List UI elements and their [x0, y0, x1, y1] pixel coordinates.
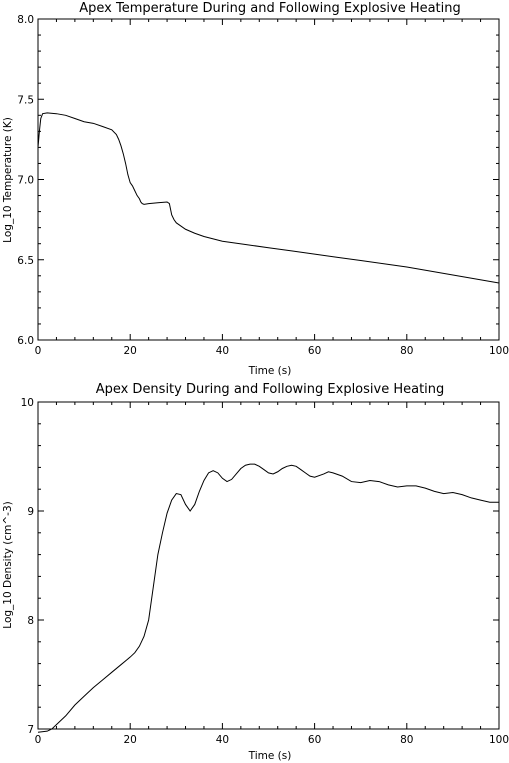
temperature-y-tick-label: 8.0 [17, 14, 34, 26]
density-plot-frame [37, 401, 500, 730]
density-chart: Apex Density During and Following Explos… [2, 382, 509, 762]
density-y-tick-label: 8 [27, 615, 34, 627]
temperature-x-tick-label: 20 [124, 345, 137, 357]
density-y-tick-label: 9 [27, 506, 34, 518]
temperature-y-tick-label: 6.0 [17, 335, 34, 347]
temperature-x-tick-label: 60 [308, 345, 321, 357]
temperature-x-tick-label: 100 [489, 345, 509, 357]
density-x-ticks: 0 20 40 60 80 100 [35, 402, 509, 746]
density-x-tick-label: 80 [400, 734, 413, 746]
temperature-y-tick-label: 7.0 [17, 175, 34, 187]
temperature-series-line [37, 112, 500, 284]
density-y-tick-label: 10 [21, 397, 34, 409]
temperature-x-axis-label: Time (s) [248, 365, 292, 377]
temperature-y-axis-label: Log_10 Temperature (K) [2, 117, 14, 243]
density-x-tick-label: 20 [124, 734, 137, 746]
density-y-ticks: 7 8 9 10 [21, 397, 499, 736]
temperature-x-tick-label: 80 [400, 345, 413, 357]
density-x-axis-label: Time (s) [248, 750, 292, 762]
density-y-tick-label: 7 [27, 724, 34, 736]
temperature-y-tick-label: 7.5 [17, 94, 34, 106]
density-series-line [37, 463, 499, 733]
temperature-y-tick-label: 6.5 [17, 255, 34, 267]
temperature-x-tick-label: 40 [216, 345, 229, 357]
density-x-tick-label: 60 [308, 734, 321, 746]
temperature-chart-title: Apex Temperature During and Following Ex… [79, 1, 461, 16]
temperature-plot-frame [37, 18, 500, 341]
density-chart-title: Apex Density During and Following Explos… [96, 382, 445, 397]
temperature-chart: Apex Temperature During and Following Ex… [2, 1, 509, 377]
density-x-tick-label: 40 [216, 734, 229, 746]
temperature-x-ticks: 0 20 40 60 80 100 [35, 19, 509, 357]
temperature-y-ticks: 6.0 6.5 7.0 7.5 8.0 [17, 14, 499, 347]
density-y-axis-label: Log_10 Density (cm^-3) [2, 501, 14, 628]
density-x-tick-label: 100 [489, 734, 509, 746]
temperature-x-tick-label: 0 [35, 345, 42, 357]
density-x-tick-label: 0 [35, 734, 42, 746]
